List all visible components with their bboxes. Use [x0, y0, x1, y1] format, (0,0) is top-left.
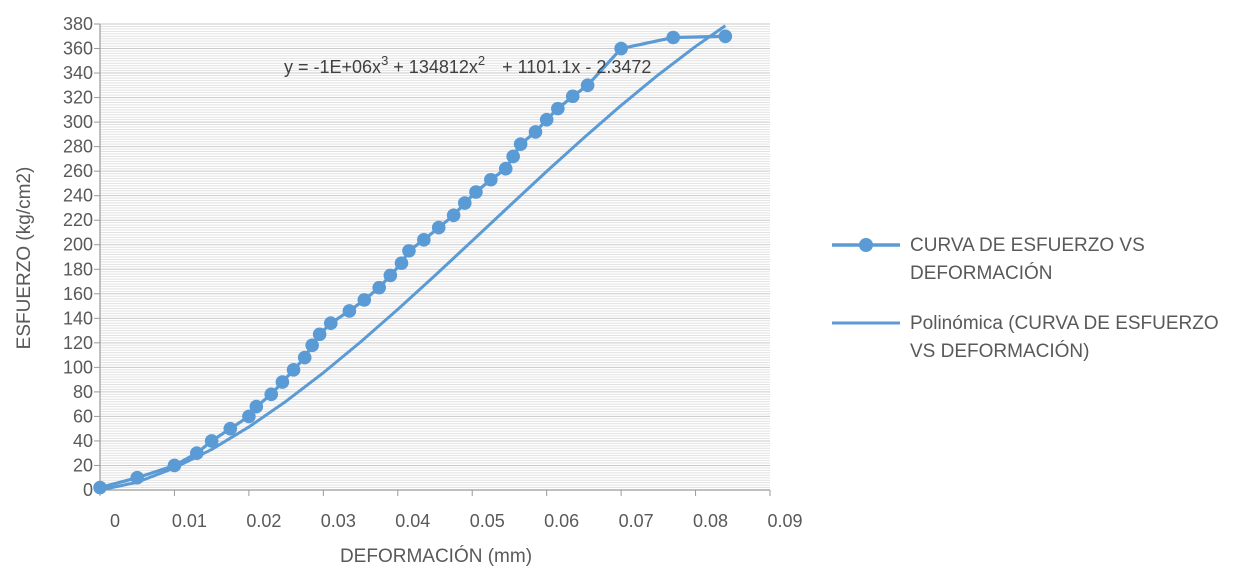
data-point: [357, 293, 372, 307]
y-tick-label: 280: [63, 137, 93, 157]
x-tick-label: 0.01: [172, 511, 207, 531]
data-point: [551, 101, 565, 116]
data-point: [189, 446, 204, 461]
data-point: [666, 30, 681, 45]
equation-part-3: + 1101.1x - 2.3472: [497, 57, 651, 77]
y-tick-label: 380: [63, 14, 93, 34]
y-tick-label: 80: [73, 382, 93, 402]
x-tick-label: 0.04: [395, 511, 430, 531]
data-point: [204, 434, 219, 448]
y-tick-label: 240: [63, 186, 93, 206]
data-point: [167, 458, 182, 473]
data-point: [286, 363, 301, 377]
tick-labels: 0204060801001201401601802002202402602803…: [63, 14, 803, 531]
y-tick-label: 340: [63, 63, 93, 83]
data-point: [469, 185, 483, 199]
data-point: [394, 256, 409, 270]
x-tick-label: 0.03: [321, 511, 356, 531]
legend-marker-line-icon: [832, 238, 900, 252]
data-point: [383, 268, 398, 283]
legend-item-data-series: CURVA DE ESFUERZO VS DEFORMACIÓN: [830, 232, 1230, 288]
legend-label-data-series: CURVA DE ESFUERZO VS DEFORMACIÓN: [910, 235, 1145, 284]
data-point: [130, 470, 145, 485]
data-point: [223, 421, 238, 436]
trendline-equation: y = -1E+06x3 + 134812x2 + 1101.1x - 2.34…: [284, 53, 651, 77]
legend-label-trendline: Polinómica (CURVA DE ESFUERZO VS DEFORMA…: [910, 313, 1219, 362]
equation-exponent-2: 2: [478, 53, 485, 68]
data-point: [305, 338, 319, 353]
data-point: [372, 280, 386, 295]
x-tick-label: 0.06: [544, 511, 579, 531]
y-tick-label: 0: [83, 480, 93, 500]
equation-part-1: y = -1E+06x: [284, 57, 381, 77]
y-tick-label: 100: [63, 357, 93, 377]
data-point: [431, 220, 446, 235]
data-point: [249, 399, 264, 414]
data-point: [323, 316, 338, 331]
x-tick-label: 0.05: [470, 511, 505, 531]
data-point: [513, 137, 528, 151]
data-point: [402, 244, 416, 258]
y-tick-label: 220: [63, 210, 93, 230]
data-point: [93, 480, 107, 495]
x-axis-title: DEFORMACIÓN (mm): [340, 545, 532, 567]
data-point: [312, 327, 327, 342]
data-point: [484, 172, 498, 187]
data-point: [457, 196, 472, 210]
data-point: [506, 149, 520, 164]
y-tick-label: 360: [63, 39, 93, 59]
x-tick-label: 0.07: [619, 511, 654, 531]
x-tick-label: 0.09: [767, 511, 802, 531]
legend-item-trendline: Polinómica (CURVA DE ESFUERZO VS DEFORMA…: [830, 310, 1230, 366]
equation-exponent-1: 3: [381, 53, 388, 68]
y-tick-label: 40: [73, 431, 93, 451]
data-point: [565, 89, 580, 104]
y-tick-label: 160: [63, 284, 93, 304]
y-axis-title: ESFUERZO (kg/cm2): [14, 167, 35, 350]
y-tick-label: 20: [73, 455, 93, 475]
legend: CURVA DE ESFUERZO VS DEFORMACIÓN Polinóm…: [830, 232, 1230, 388]
data-point: [264, 387, 279, 402]
y-tick-label: 180: [63, 259, 93, 279]
data-point: [297, 350, 312, 365]
data-point: [275, 375, 290, 389]
y-tick-label: 200: [63, 235, 93, 255]
gridlines: [100, 23, 770, 491]
x-tick-label: 0: [110, 511, 120, 531]
y-tick-label: 300: [63, 112, 93, 132]
data-point: [539, 112, 554, 127]
legend-line-icon: [832, 321, 900, 325]
x-tick-label: 0.02: [246, 511, 281, 531]
data-point: [718, 29, 733, 44]
trendline-polynomial: [99, 24, 727, 492]
y-tick-label: 60: [73, 406, 93, 426]
equation-part-2: + 134812x: [388, 57, 478, 77]
data-point: [446, 208, 461, 223]
data-point: [242, 409, 256, 424]
y-tick-label: 120: [63, 333, 93, 353]
data-point: [614, 41, 628, 56]
data-point: [498, 161, 513, 176]
x-tick-label: 0.08: [693, 511, 728, 531]
series-layer: [93, 24, 733, 495]
y-tick-label: 260: [63, 161, 93, 181]
y-tick-label: 320: [63, 88, 93, 108]
data-point: [417, 233, 431, 247]
data-point: [528, 125, 543, 139]
data-point: [342, 304, 357, 318]
y-tick-label: 140: [63, 308, 93, 328]
data-point: [580, 78, 595, 93]
